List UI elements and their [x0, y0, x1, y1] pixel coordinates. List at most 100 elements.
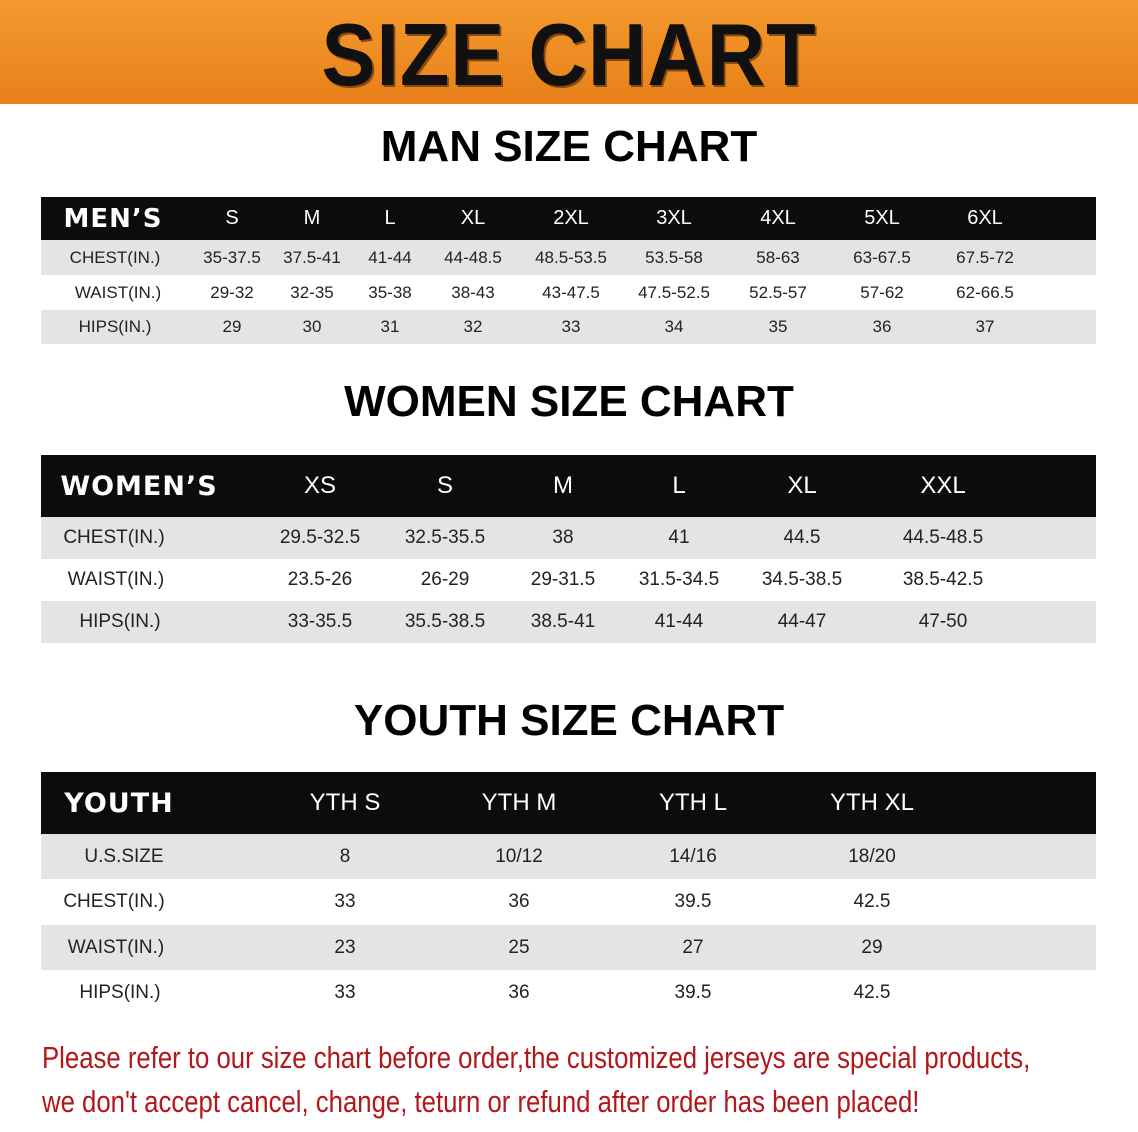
measurement-value: 38	[552, 527, 574, 548]
measurement-value: 32	[463, 317, 483, 336]
measurement-value: 42.5	[853, 891, 891, 912]
table-row: WAIST(IN.) 23 25 27 29	[41, 925, 1096, 970]
measurement-label: WAIST(IN.)	[67, 936, 165, 958]
measurement-value: 31.5-34.5	[638, 569, 720, 590]
measurement-value: 31	[380, 317, 400, 336]
measurement-value: 38.5-41	[530, 611, 596, 632]
measurement-value: 8	[339, 845, 351, 867]
table-row: U.S.SIZE 8 10/12 14/16 18/20	[41, 834, 1096, 879]
measurement-label: WAIST(IN.)	[67, 569, 165, 590]
measurement-label: WAIST(IN.)	[74, 282, 162, 302]
measurement-value: 37	[975, 317, 995, 336]
youth-size-table: YOUTH YTH S YTH M YTH L YTH XL U.S.SIZE 8 10/12…	[41, 772, 1096, 1015]
measurement-value: 35.5-38.5	[404, 611, 486, 632]
table-row: CHEST(IN.) 33 36 39.5 42.5	[41, 879, 1096, 925]
size-column-header: XS	[303, 472, 337, 499]
banner-title: SIZE CHART	[321, 5, 817, 104]
table-row: CHEST(IN.) 29.5-32.5 32.5-35.5 38 41 44.5 44.5…	[41, 517, 1096, 559]
measurement-value: 62-66.5	[956, 282, 1014, 302]
measurement-value: 29	[861, 936, 883, 958]
size-column-header: S	[436, 472, 454, 499]
measurement-value: 44.5-48.5	[902, 527, 984, 548]
table-row: HIPS(IN.) 33-35.5 35.5-38.5 38.5-41 41-44 44-…	[41, 601, 1096, 643]
table-row: HIPS(IN.) 33 36 39.5 42.5	[41, 970, 1096, 1015]
measurement-value: 35-37.5	[203, 247, 261, 267]
measurement-value: 67.5-72	[956, 247, 1014, 267]
youth-header-row: YOUTH YTH S YTH M YTH L YTH XL	[41, 772, 1096, 834]
measurement-value: 32.5-35.5	[404, 527, 486, 548]
measurement-value: 52.5-57	[749, 282, 807, 302]
measurement-value: 41	[668, 527, 690, 548]
measurement-value: 33	[334, 981, 356, 1003]
measurement-value: 27	[682, 936, 704, 958]
measurement-value: 44-47	[777, 611, 827, 632]
measurement-value: 36	[872, 317, 892, 336]
size-column-header: M	[553, 472, 573, 499]
measurement-value: 29-31.5	[530, 569, 596, 590]
table-row: CHEST(IN.) 35-37.5 37.5-41 41-44 44-48.5 48.5…	[41, 240, 1096, 275]
table-row: WAIST(IN.) 29-32 32-35 35-38 38-43 43-47.5 47.…	[41, 275, 1096, 310]
measurement-value: 35-38	[368, 282, 412, 302]
size-column-header: 6XL	[967, 207, 1003, 229]
notice-line-2: we don't accept cancel, change, teturn o…	[42, 1084, 920, 1119]
measurement-value: 33	[334, 891, 356, 912]
measurement-value: 38.5-42.5	[902, 569, 984, 590]
size-chart-banner: SIZE CHART	[0, 0, 1138, 104]
measurement-value: 53.5-58	[645, 247, 703, 267]
measurement-value: 36	[508, 891, 530, 912]
size-column-header: YTH L	[658, 789, 728, 816]
measurement-value: 25	[508, 936, 530, 958]
size-column-header: 2XL	[553, 207, 589, 229]
measurement-value: 43-47.5	[542, 282, 600, 302]
women-header-row: WOMEN’S XS S M L XL XXL	[41, 455, 1096, 517]
measurement-value: 57-62	[860, 282, 904, 302]
measurement-value: 39.5	[674, 981, 712, 1003]
size-column-header: YTH M	[481, 789, 557, 816]
measurement-value: 23	[334, 936, 356, 958]
measurement-value: 18/20	[848, 845, 896, 867]
measurement-label: HIPS(IN.)	[78, 317, 152, 336]
size-column-header: L	[672, 472, 686, 499]
measurement-value: 34	[664, 317, 684, 336]
measurement-label: U.S.SIZE	[84, 845, 164, 867]
measurement-value: 35	[768, 317, 788, 336]
women-section-title: WOMEN SIZE CHART	[344, 377, 794, 426]
size-column-header: YTH XL	[829, 789, 915, 816]
size-column-header: YTH S	[309, 789, 381, 816]
measurement-value: 38-43	[451, 282, 495, 302]
women-table-heading: WOMEN’S	[60, 470, 218, 502]
measurement-label: CHEST(IN.)	[69, 247, 161, 267]
measurement-value: 26-29	[420, 569, 470, 590]
measurement-value: 37.5-41	[283, 247, 341, 267]
measurement-value: 14/16	[669, 845, 717, 867]
notice-line-1: Please refer to our size chart before or…	[42, 1040, 1031, 1075]
men-section-title: MAN SIZE CHART	[380, 122, 758, 171]
measurement-value: 44-48.5	[444, 247, 502, 267]
size-column-header: XL	[787, 472, 817, 499]
table-row: WAIST(IN.) 23.5-26 26-29 29-31.5 31.5-34.5 34…	[41, 559, 1096, 601]
men-table-heading: MEN’S	[63, 203, 163, 234]
measurement-value: 32-35	[290, 282, 334, 302]
measurement-value: 63-67.5	[853, 247, 911, 267]
measurement-value: 34.5-38.5	[761, 569, 843, 590]
measurement-value: 29.5-32.5	[279, 527, 361, 548]
size-column-header: M	[303, 207, 321, 229]
measurement-value: 33-35.5	[287, 611, 353, 632]
size-column-header: S	[225, 207, 239, 229]
measurement-label: CHEST(IN.)	[63, 891, 165, 912]
measurement-label: HIPS(IN.)	[79, 981, 161, 1003]
measurement-value: 23.5-26	[287, 569, 353, 590]
measurement-value: 29	[222, 317, 242, 336]
measurement-value: 47-50	[918, 611, 968, 632]
men-header-row: MEN’S S M L XL 2XL 3XL 4XL 5XL 6XL	[41, 197, 1096, 240]
measurement-label: CHEST(IN.)	[63, 527, 165, 548]
size-column-header: 3XL	[656, 207, 692, 229]
measurement-value: 58-63	[756, 247, 800, 267]
measurement-value: 30	[302, 317, 322, 336]
measurement-value: 41-44	[654, 611, 704, 632]
measurement-value: 39.5	[674, 891, 712, 912]
measurement-value: 10/12	[495, 845, 543, 867]
measurement-value: 44.5	[783, 527, 821, 548]
measurement-value: 48.5-53.5	[535, 247, 607, 267]
measurement-value: 47.5-52.5	[638, 282, 710, 302]
